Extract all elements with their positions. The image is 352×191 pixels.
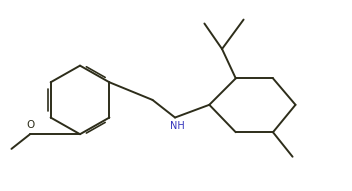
Text: O: O	[26, 120, 34, 130]
Text: NH: NH	[170, 121, 184, 131]
